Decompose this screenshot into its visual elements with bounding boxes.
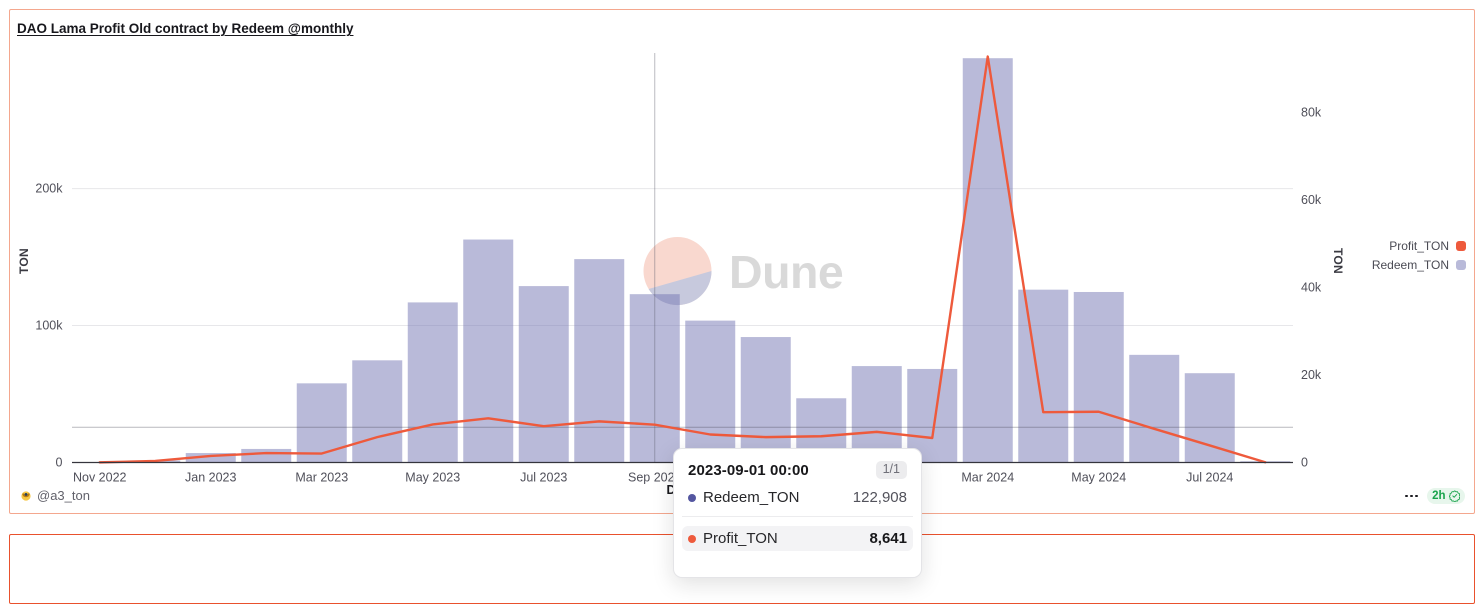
bar-Jun 2023 — [463, 239, 514, 463]
axis-tick-label: 100k — [35, 319, 63, 333]
axis-tick-label: 60k — [1301, 193, 1322, 207]
axis-tick-label: Jul 2023 — [520, 471, 567, 485]
legend-item-redeem[interactable]: Redeem_TON — [1372, 258, 1466, 272]
bar-Feb 2024 — [907, 368, 958, 463]
axis-tick-label: 40k — [1301, 281, 1322, 295]
axis-tick-label: 0 — [1301, 456, 1308, 470]
axis-tick-label: Nov 2022 — [73, 471, 127, 485]
axis-tick-label: May 2023 — [405, 471, 460, 485]
profit-line-series — [98, 55, 1267, 464]
bar-Jun 2024 — [1129, 354, 1180, 463]
axis-tick-label: 20k — [1301, 368, 1322, 382]
y-axis-right-name: TON — [1331, 247, 1345, 275]
dune-watermark-text: Dune — [729, 246, 843, 298]
axis-tick-label: Mar 2024 — [961, 471, 1014, 485]
axis-tick-label: Sep 2023 — [628, 471, 682, 485]
tooltip-date: 2023-09-01 00:00 — [688, 461, 809, 479]
verified-check-icon — [1448, 490, 1460, 502]
refresh-status-badge[interactable]: 2h — [1427, 488, 1465, 504]
axis-tick-label: 80k — [1301, 106, 1322, 120]
bar-Apr 2023 — [352, 360, 403, 463]
axis-tick-label: May 2024 — [1071, 471, 1126, 485]
axis-tick-label: Jul 2024 — [1186, 471, 1233, 485]
bar-Sep 2023 — [629, 294, 680, 463]
chart-plot-area[interactable]: Dune 0 100k 200k 0 20k 40k 60k 80k Nov 2022 Jan 20… — [0, 0, 1482, 559]
bar-Jan 2024 — [851, 366, 902, 463]
bar-Mar 2023 — [296, 383, 347, 463]
author-avatar-icon — [21, 491, 31, 501]
bar-Jan 2023 — [185, 453, 236, 463]
author-credit[interactable]: @a3_ton — [21, 489, 90, 503]
bar-Apr 2024 — [1018, 289, 1069, 463]
axis-tick-label: 200k — [35, 182, 63, 196]
axis-tick-label: Jan 2023 — [185, 471, 236, 485]
tooltip-page-indicator: 1/1 — [875, 461, 907, 479]
legend-marker-redeem-icon — [1456, 260, 1466, 270]
axis-tick-label: Mar 2023 — [295, 471, 348, 485]
legend-marker-profit-icon — [1456, 241, 1466, 251]
bar-Aug 2023 — [574, 259, 625, 463]
footer-actions: 2h — [1404, 488, 1465, 504]
widget-title-link[interactable]: DAO Lama Profit Old contract by Redeem @… — [17, 21, 354, 36]
tooltip-divider — [682, 516, 913, 517]
bar-Nov 2023 — [740, 337, 791, 463]
chart-tooltip: 2023-09-01 00:00 1/1 Redeem_TON 122,908 … — [673, 448, 922, 578]
tooltip-header: 2023-09-01 00:00 1/1 — [688, 459, 907, 481]
tooltip-row-redeem: Redeem_TON 122,908 — [688, 488, 907, 507]
bar-Jul 2024 — [1184, 373, 1235, 463]
chart-legend: Profit_TON Redeem_TON — [1372, 239, 1466, 272]
profit-series-dot-icon — [688, 534, 696, 543]
more-options-button[interactable] — [1404, 493, 1419, 500]
axis-tick-label: 0 — [56, 456, 63, 470]
redeem-series-dot-icon — [688, 493, 696, 502]
y-axis-left-name: TON — [17, 247, 31, 275]
bar-Jul 2023 — [518, 286, 569, 463]
bar-May 2024 — [1073, 291, 1124, 463]
bar-Feb 2023 — [241, 448, 292, 463]
bar-May 2023 — [407, 302, 458, 463]
legend-item-profit[interactable]: Profit_TON — [1389, 239, 1466, 253]
ellipsis-icon — [1405, 494, 1408, 498]
bar-Oct 2023 — [685, 320, 736, 463]
tooltip-row-profit: Profit_TON 8,641 — [682, 526, 913, 551]
bar-Mar 2024 — [962, 58, 1013, 463]
